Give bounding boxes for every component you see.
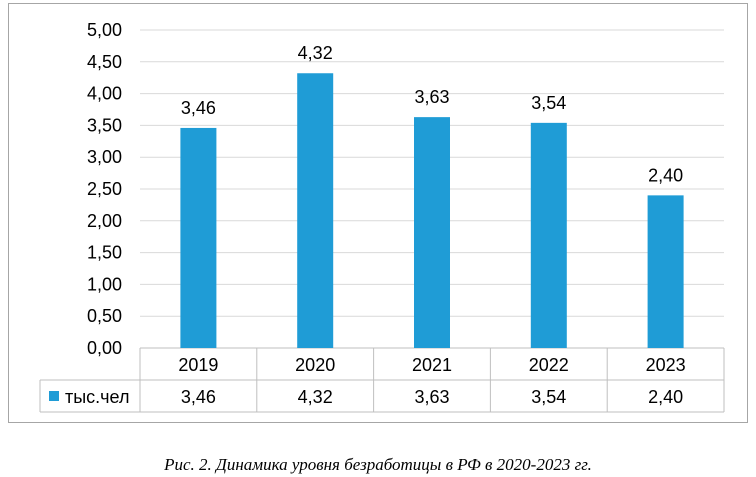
y-tick-label: 0,50 — [87, 306, 122, 326]
bar — [297, 73, 334, 349]
legend-swatch — [49, 391, 59, 401]
y-tick-label: 2,50 — [87, 179, 122, 199]
bar — [530, 122, 567, 348]
y-tick-label: 5,00 — [87, 20, 122, 40]
figure-caption: Рис. 2. Динамика уровня безработицы в РФ… — [164, 455, 592, 474]
x-category-label: 2021 — [412, 355, 452, 375]
bar — [180, 127, 217, 348]
x-category-label: 2022 — [529, 355, 569, 375]
bar — [647, 195, 684, 348]
table-value: 3,46 — [181, 387, 216, 407]
y-tick-label: 1,50 — [87, 243, 122, 263]
bar — [414, 117, 450, 348]
table-value: 2,40 — [648, 387, 683, 407]
data-label: 3,46 — [181, 98, 216, 118]
x-category-label: 2020 — [295, 355, 335, 375]
x-category-label: 2019 — [178, 355, 218, 375]
table-value: 4,32 — [298, 387, 333, 407]
chart-frame — [8, 3, 748, 423]
data-label: 4,32 — [298, 43, 333, 63]
y-tick-label: 3,00 — [87, 147, 122, 167]
bar-chart: 0,00 0,50 1,00 1,50 2,00 2,50 3,00 3,50 4,00 4,50… — [39, 20, 725, 413]
y-tick-label: 2,00 — [87, 211, 122, 231]
y-tick-label: 3,50 — [87, 115, 122, 135]
data-label: 2,40 — [648, 165, 683, 185]
y-tick-label: 4,50 — [87, 52, 122, 72]
legend-label: тыс.чел — [65, 387, 129, 407]
data-label: 3,63 — [414, 87, 449, 107]
y-tick-label: 0,00 — [87, 338, 122, 358]
x-category-label: 2023 — [646, 355, 686, 375]
table-value: 3,63 — [414, 387, 449, 407]
data-label: 3,54 — [531, 93, 566, 113]
y-tick-label: 4,00 — [87, 84, 122, 104]
table-value: 3,54 — [531, 387, 566, 407]
y-tick-label: 1,00 — [87, 274, 122, 294]
